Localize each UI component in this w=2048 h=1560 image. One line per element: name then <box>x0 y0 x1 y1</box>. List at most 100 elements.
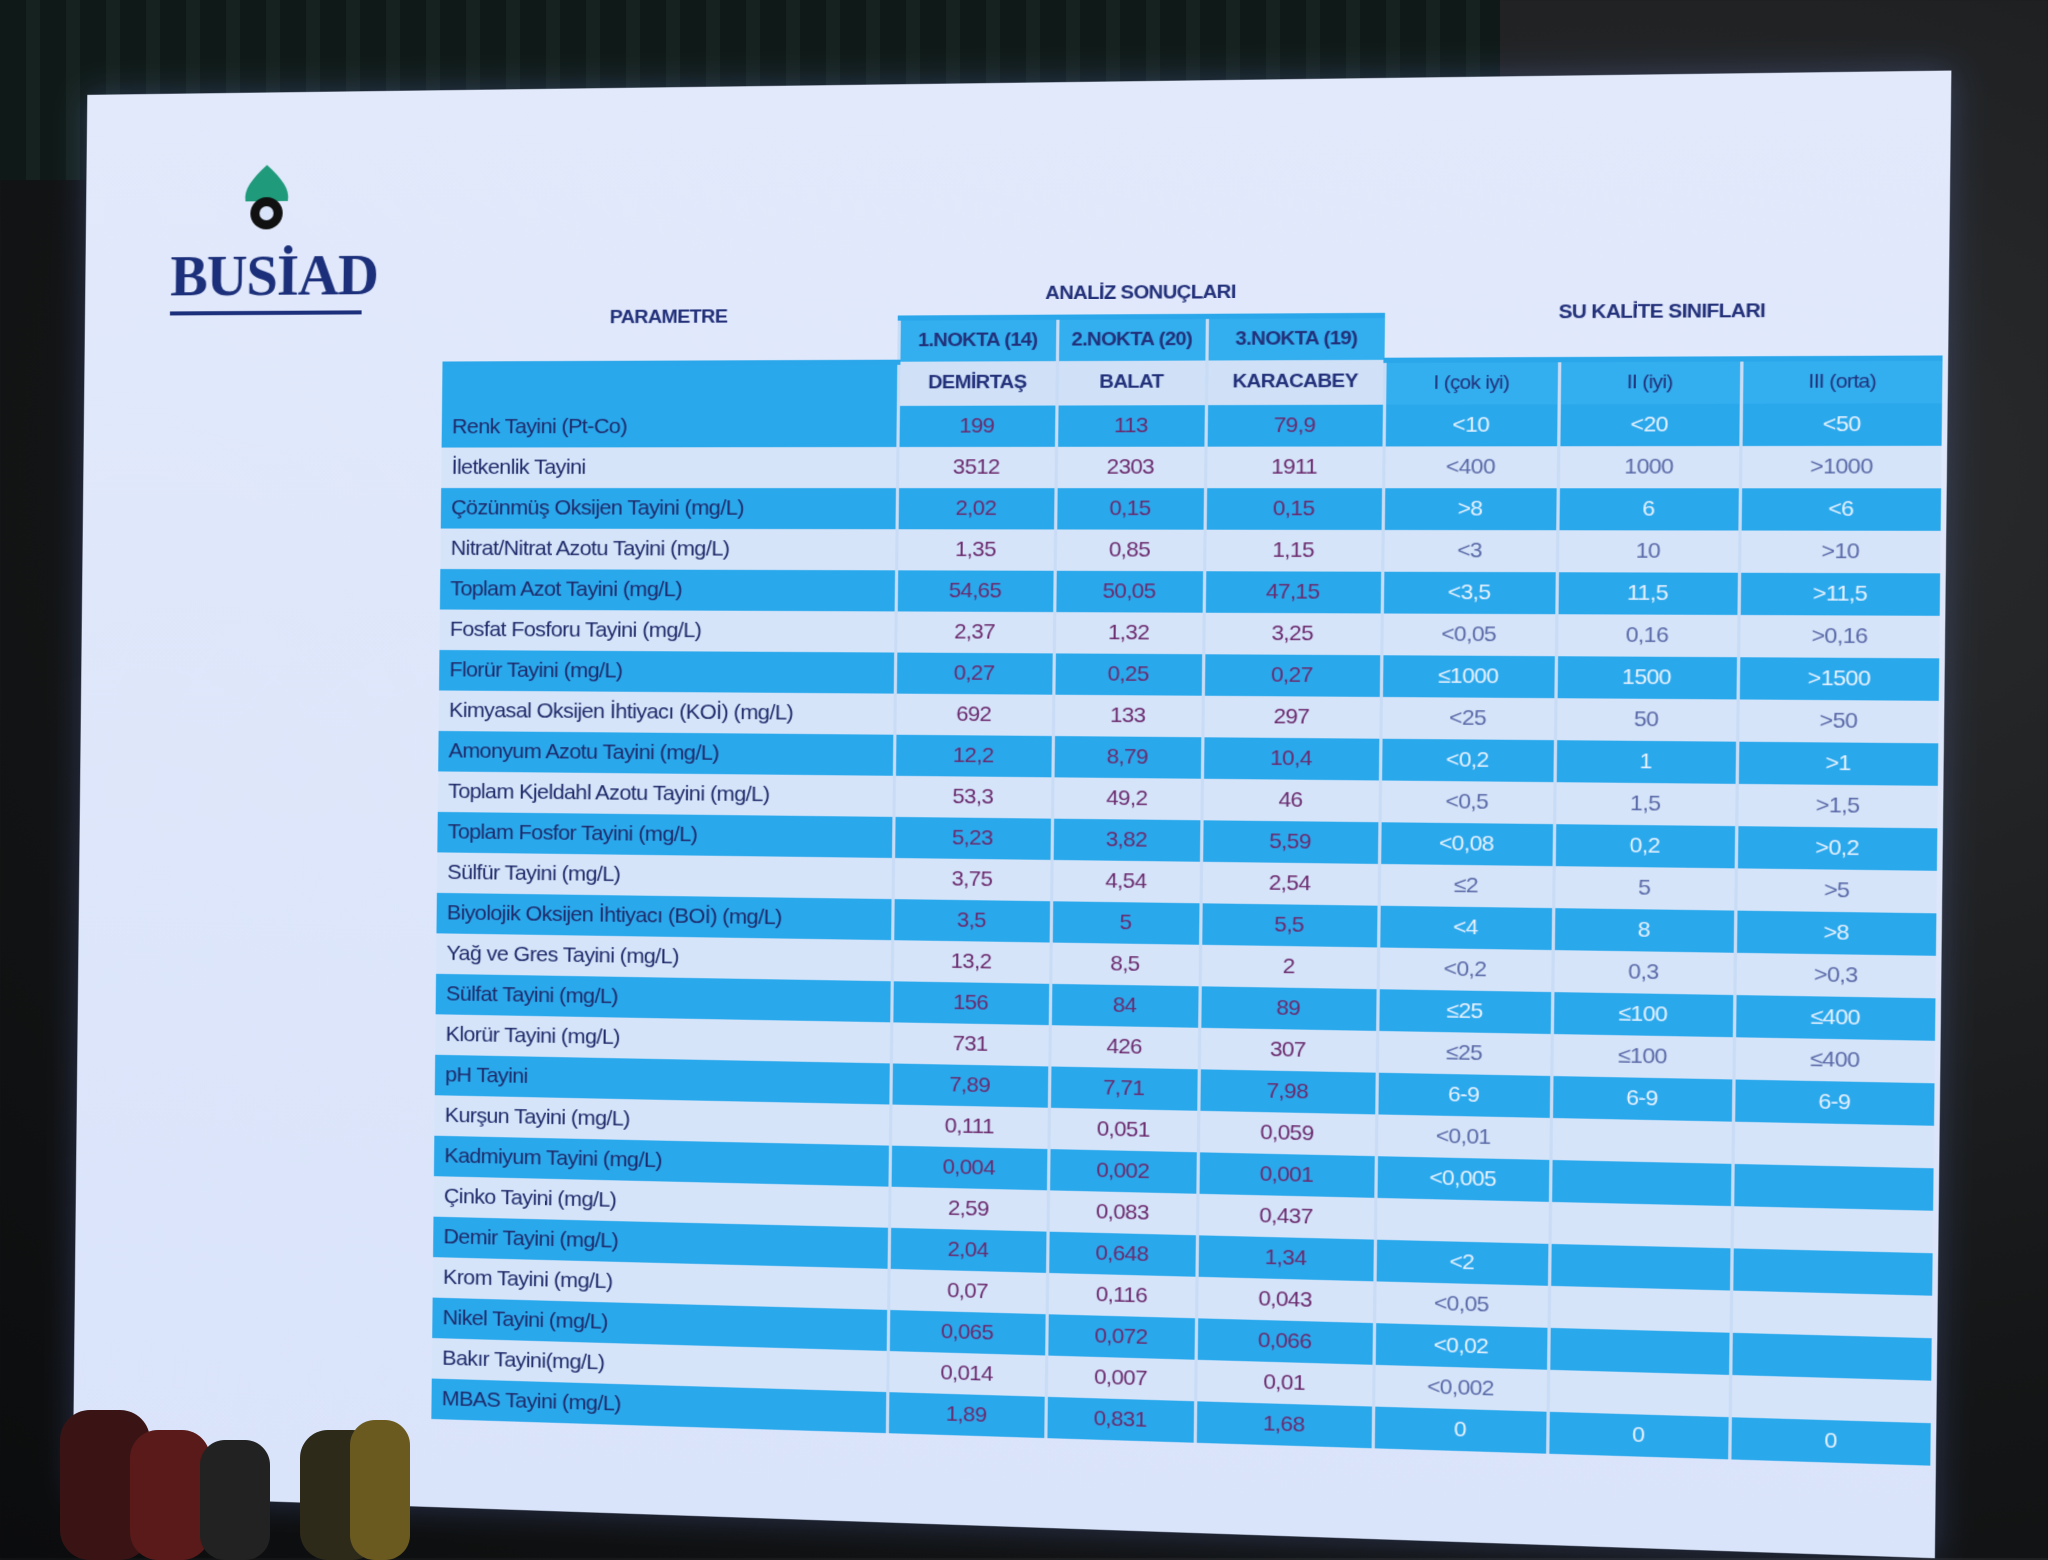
value-cell: 0,004 <box>889 1145 1049 1190</box>
value-cell: 3,5 <box>892 898 1052 943</box>
class-limit-cell: >0,2 <box>1735 825 1938 871</box>
value-cell: 0,437 <box>1196 1193 1376 1240</box>
value-cell: 8,5 <box>1050 942 1201 986</box>
value-cell: 307 <box>1198 1027 1378 1073</box>
point-header: 2.NOKTA (20) <box>1056 316 1207 362</box>
point-header: 3.NOKTA (19) <box>1206 315 1386 361</box>
class-limit-cell: >1,5 <box>1736 783 1938 828</box>
value-cell: 0,648 <box>1047 1231 1197 1277</box>
value-cell: 5,59 <box>1201 819 1380 864</box>
value-cell: 54,65 <box>895 569 1055 612</box>
point-header: 1.NOKTA (14) <box>898 317 1058 362</box>
value-cell: 1,89 <box>886 1391 1046 1438</box>
value-cell: 731 <box>890 1021 1050 1066</box>
value-cell: 0,15 <box>1055 487 1206 530</box>
value-cell: 1911 <box>1205 445 1384 488</box>
class-limit-cell: 0 <box>1729 1416 1931 1466</box>
class-limit-cell: <6 <box>1739 487 1942 531</box>
class-limit-cell: <3,5 <box>1381 571 1557 614</box>
table-row: Toplam Azot Tayini (mg/L) 54,65 50,05 47,15… <box>439 568 1941 616</box>
value-cell: 0,051 <box>1048 1107 1199 1152</box>
parameter-cell: Amonyum Azotu Tayini (mg/L) <box>438 730 895 776</box>
class-header: II (iyi) <box>1558 358 1742 404</box>
microphones <box>60 1410 410 1560</box>
value-cell: 297 <box>1202 695 1381 739</box>
value-cell: 0,831 <box>1045 1396 1196 1443</box>
value-cell: 89 <box>1199 985 1378 1031</box>
class-limit-cell: <3 <box>1382 529 1558 572</box>
value-cell: 0,002 <box>1048 1148 1198 1194</box>
location-header: DEMİRTAŞ <box>897 361 1057 406</box>
class-limit-cell: 50 <box>1555 697 1738 742</box>
parameter-cell: Florür Tayini (mg/L) <box>439 649 896 694</box>
table-row: Renk Tayini (Pt-Co) 199 113 79,9 <10 <20 <50 <box>441 402 1943 448</box>
value-cell: 133 <box>1052 694 1203 737</box>
logo-underline <box>169 310 362 316</box>
class-limit-cell <box>1549 1243 1732 1291</box>
value-cell: 2,37 <box>895 610 1055 653</box>
class-limit-cell <box>1549 1159 1733 1206</box>
table-body: Renk Tayini (Pt-Co) 199 113 79,9 <10 <20 <50 İl… <box>431 402 1943 1466</box>
parameter-cell: Biyolojik Oksijen İhtiyacı (BOİ) (mg/L) <box>436 892 893 940</box>
class-limit-cell: >1000 <box>1739 445 1942 488</box>
value-cell: 0,15 <box>1204 487 1384 530</box>
value-cell: 156 <box>891 980 1051 1025</box>
value-cell: 12,2 <box>893 734 1053 777</box>
value-cell: 8,79 <box>1052 735 1203 779</box>
value-cell: 7,71 <box>1048 1065 1199 1111</box>
parameter-cell: Fosfat Fosforu Tayini (mg/L) <box>439 609 896 653</box>
parameter-cell: Toplam Fosfor Tayini (mg/L) <box>437 811 894 858</box>
header-spacer <box>442 361 899 407</box>
location-header: KARACABEY <box>1205 359 1385 405</box>
value-cell: 0,072 <box>1046 1313 1197 1360</box>
value-cell: 2,02 <box>896 487 1056 529</box>
logo: BUSİAD <box>169 162 378 316</box>
class-limit-cell <box>1548 1285 1732 1333</box>
parameter-cell: Çözünmüş Oksijen Tayini (mg/L) <box>440 487 897 529</box>
value-cell: 2,04 <box>888 1227 1048 1273</box>
value-cell: 113 <box>1056 404 1206 447</box>
class-limit-cell: 1 <box>1554 739 1738 784</box>
value-cell: 0,014 <box>887 1350 1047 1397</box>
class-limit-cell: >11,5 <box>1738 572 1941 616</box>
value-cell: 0,01 <box>1195 1359 1374 1407</box>
table-row: Nitrat/Nitrat Azotu Tayini (mg/L) 1,35 0,8… <box>440 528 1941 573</box>
value-cell: 10,4 <box>1201 736 1381 780</box>
class-limit-cell: <25 <box>1380 696 1556 740</box>
value-cell: 199 <box>897 405 1057 447</box>
class-limit-cell: >1 <box>1736 741 1939 786</box>
analysis-header: ANALİZ SONUÇLARI <box>898 271 1386 319</box>
class-limit-cell <box>1732 1121 1935 1168</box>
class-limit-cell <box>1549 1201 1733 1248</box>
class-limit-cell <box>1730 1332 1932 1381</box>
value-cell: 0,27 <box>1202 653 1382 697</box>
value-cell: 5,5 <box>1200 902 1379 947</box>
value-cell: 2,59 <box>889 1186 1049 1232</box>
value-cell: 0,25 <box>1053 652 1204 696</box>
value-cell: 0,083 <box>1047 1189 1198 1235</box>
class-limit-cell: >50 <box>1737 698 1939 743</box>
value-cell: 0,116 <box>1046 1272 1197 1318</box>
value-cell: 3,75 <box>892 857 1052 901</box>
results-table: PARAMETRE ANALİZ SONUÇLARI SU KALİTE SIN… <box>431 267 1944 1466</box>
value-cell: 0,001 <box>1197 1151 1376 1198</box>
class-limit-cell: <0,08 <box>1379 821 1555 866</box>
value-cell: 46 <box>1201 778 1380 822</box>
class-limit-cell: ≤25 <box>1377 988 1553 1034</box>
table-row: Çözünmüş Oksijen Tayini (mg/L) 2,02 0,15 0,… <box>440 487 1942 531</box>
class-limit-cell <box>1550 1117 1733 1164</box>
class-limit-cell <box>1732 1163 1934 1211</box>
class-limit-cell: <400 <box>1383 445 1559 488</box>
class-limit-cell: <0,01 <box>1375 1113 1551 1160</box>
class-limit-cell: <2 <box>1374 1239 1550 1286</box>
class-header: I (çok iyi) <box>1384 359 1560 405</box>
class-limit-cell: ≤100 <box>1551 1033 1734 1079</box>
class-limit-cell: 6-9 <box>1732 1078 1935 1126</box>
class-limit-cell: 0 <box>1372 1406 1548 1454</box>
class-limit-cell: 1000 <box>1557 445 1741 488</box>
value-cell: 0,27 <box>894 652 1054 695</box>
class-limit-cell: 6-9 <box>1550 1075 1734 1122</box>
parameter-cell: Nitrat/Nitrat Azotu Tayini (mg/L) <box>440 528 897 570</box>
class-limit-cell: <10 <box>1383 403 1559 446</box>
